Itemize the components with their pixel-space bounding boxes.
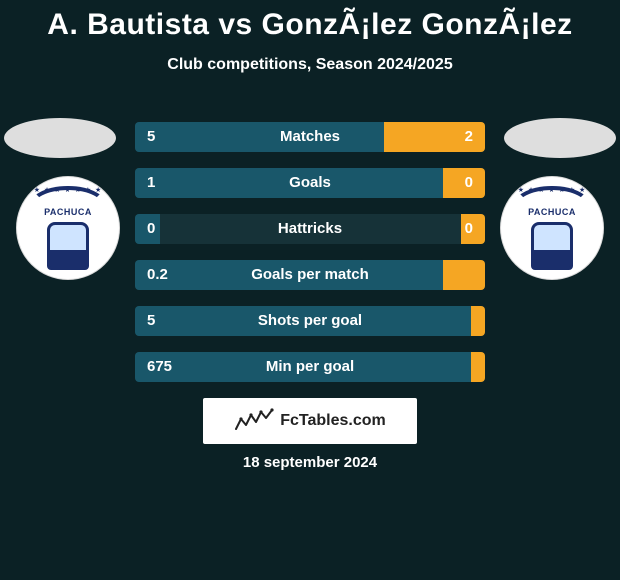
crest-name-right: PACHUCA (500, 207, 604, 217)
left-fill (135, 122, 384, 152)
stat-row: Min per goal675 (135, 352, 485, 382)
right-club-logo: ★ ★ ★ ★ ★ ★ ★ PACHUCA (500, 176, 604, 280)
left-fill (135, 260, 443, 290)
stat-label: Hattricks (135, 214, 485, 244)
stat-row: Goals per match0.2 (135, 260, 485, 290)
left-fill (135, 352, 471, 382)
left-fill (135, 214, 160, 244)
crest-body-icon (531, 222, 573, 270)
right-fill (471, 306, 485, 336)
right-fill (443, 260, 485, 290)
attribution-box: FcTables.com (203, 398, 417, 444)
crest-right: ★ ★ ★ ★ ★ ★ ★ PACHUCA (500, 176, 604, 280)
page-title: A. Bautista vs GonzÃ¡lez GonzÃ¡lez (0, 0, 620, 42)
crest-body-icon (47, 222, 89, 270)
right-country-flag (504, 118, 616, 158)
comparison-chart: A. Bautista vs GonzÃ¡lez GonzÃ¡lez Club … (0, 0, 620, 580)
date-label: 18 september 2024 (0, 454, 620, 471)
crest-left: ★ ★ ★ ★ ★ ★ ★ PACHUCA (16, 176, 120, 280)
crest-name-left: PACHUCA (16, 207, 120, 217)
stat-row: Shots per goal5 (135, 306, 485, 336)
left-fill (135, 306, 471, 336)
right-fill (461, 214, 486, 244)
attribution-text: FcTables.com (280, 412, 386, 430)
right-fill (443, 168, 485, 198)
right-fill (471, 352, 485, 382)
stat-row: Hattricks00 (135, 214, 485, 244)
right-fill (384, 122, 486, 152)
left-country-flag (4, 118, 116, 158)
stat-row: Matches52 (135, 122, 485, 152)
left-fill (135, 168, 443, 198)
stat-bars: Matches52 Goals10 Hattricks00 Goals per mat… (135, 122, 485, 398)
fctables-sparkline-icon (234, 407, 274, 435)
subtitle: Club competitions, Season 2024/2025 (0, 56, 620, 74)
stat-row: Goals10 (135, 168, 485, 198)
left-club-logo: ★ ★ ★ ★ ★ ★ ★ PACHUCA (16, 176, 120, 280)
